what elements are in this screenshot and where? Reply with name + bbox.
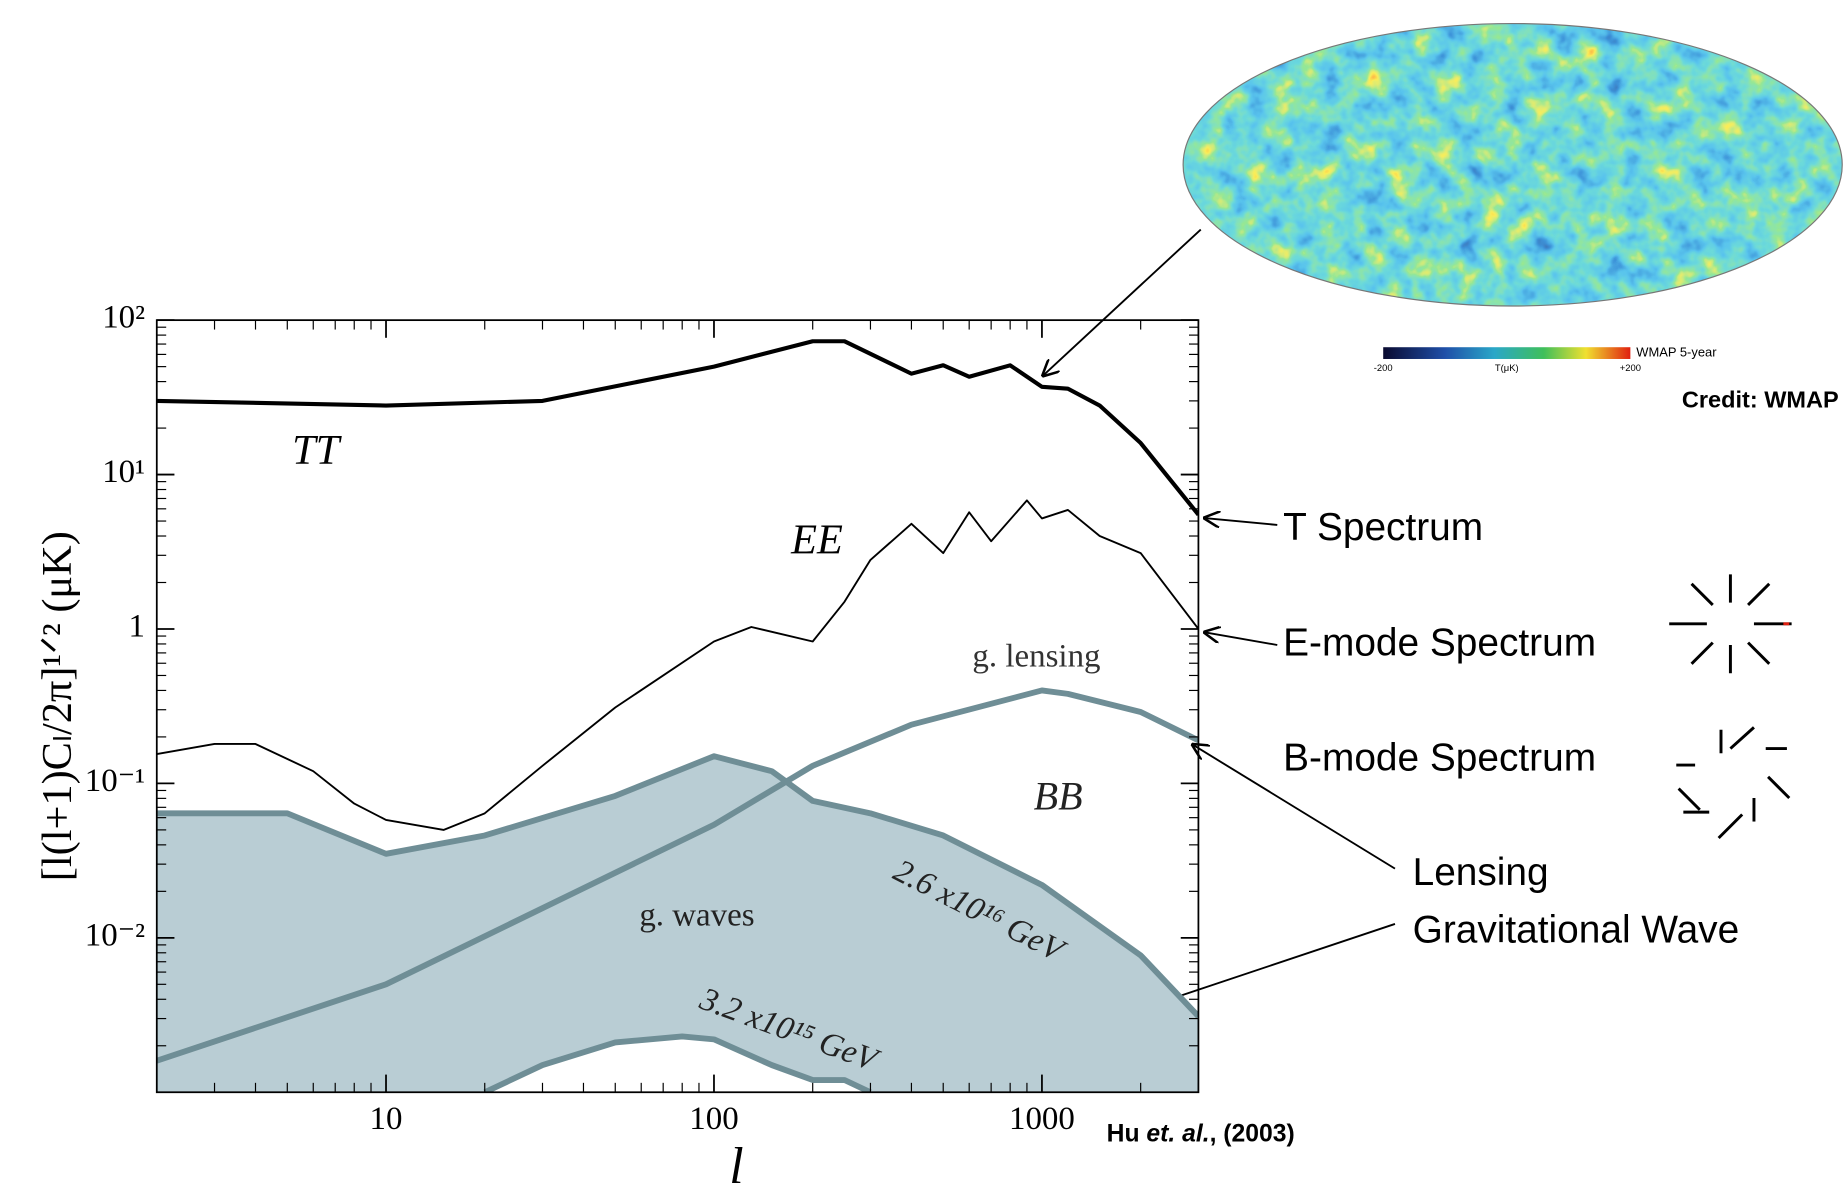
series-line <box>156 687 1199 1064</box>
map-credit: Credit: WMAP <box>1682 387 1839 413</box>
series-line <box>156 499 1199 831</box>
spectrum-label: Gravitational Wave <box>1413 908 1740 951</box>
e-mode-icon <box>1669 574 1792 674</box>
spectrum-label: Lensing <box>1413 851 1549 894</box>
arrow <box>1203 518 1278 525</box>
citation-part: Hu <box>1107 1120 1147 1147</box>
b-mode-icon <box>1676 726 1791 840</box>
colorbar-max: +200 <box>1620 362 1641 373</box>
series-label: g. lensing <box>972 639 1100 675</box>
y-tick-label: 10⁻¹ <box>85 763 145 799</box>
series-label: TT <box>292 427 343 474</box>
cmb-map: -200 T(μK) +200 WMAP 5-year Credit: WMAP <box>1182 22 1843 413</box>
annotation: BB <box>1034 774 1083 819</box>
citation-part: et. al. <box>1146 1120 1209 1147</box>
x-axis-label: l <box>729 1138 743 1195</box>
polarization-icons <box>1669 574 1792 840</box>
spectrum-label: T Spectrum <box>1283 506 1483 549</box>
map-texture <box>1183 23 1843 307</box>
colorbar-title: WMAP 5-year <box>1636 345 1717 360</box>
x-tick-label: 10 <box>370 1101 403 1137</box>
citation-part: , (2003) <box>1210 1120 1295 1147</box>
y-tick-label: 10¹ <box>102 454 145 490</box>
x-tick-label: 100 <box>689 1101 738 1137</box>
series-layer <box>156 339 1199 1093</box>
map-border <box>1182 22 1843 307</box>
arrow <box>1042 228 1202 377</box>
y-tick-label: 10⁻² <box>85 917 145 953</box>
arrow <box>1191 744 1396 870</box>
annotation: g. waves <box>639 898 754 934</box>
spectrum-label: B-mode Spectrum <box>1283 737 1596 780</box>
spectrum-label: E-mode Spectrum <box>1283 621 1596 664</box>
colorbar <box>1383 347 1631 359</box>
x-tick-label: 1000 <box>1009 1101 1075 1137</box>
series-line <box>156 339 1199 516</box>
y-tick-label: 10² <box>102 300 145 336</box>
colorbar-unit: T(μK) <box>1495 362 1519 373</box>
series-line <box>483 1033 872 1093</box>
series-line <box>156 753 1199 1019</box>
area <box>156 756 1199 1093</box>
y-tick-label: 1 <box>129 609 145 645</box>
colorbar-min: -200 <box>1374 362 1393 373</box>
plot: 10 100 1000 10² 10¹ 1 10⁻¹ 10⁻² l [l(l+1)Cₗ/2π]¹ᐟ… <box>34 300 1200 1195</box>
plot-frame <box>155 319 1200 1094</box>
arrow <box>1203 632 1278 646</box>
citation: Hu et. al., (2003) <box>1107 1120 1295 1147</box>
y-axis-label: [l(l+1)Cₗ/2π]¹ᐟ² (μK) <box>34 531 81 881</box>
series-label: EE <box>790 516 843 563</box>
